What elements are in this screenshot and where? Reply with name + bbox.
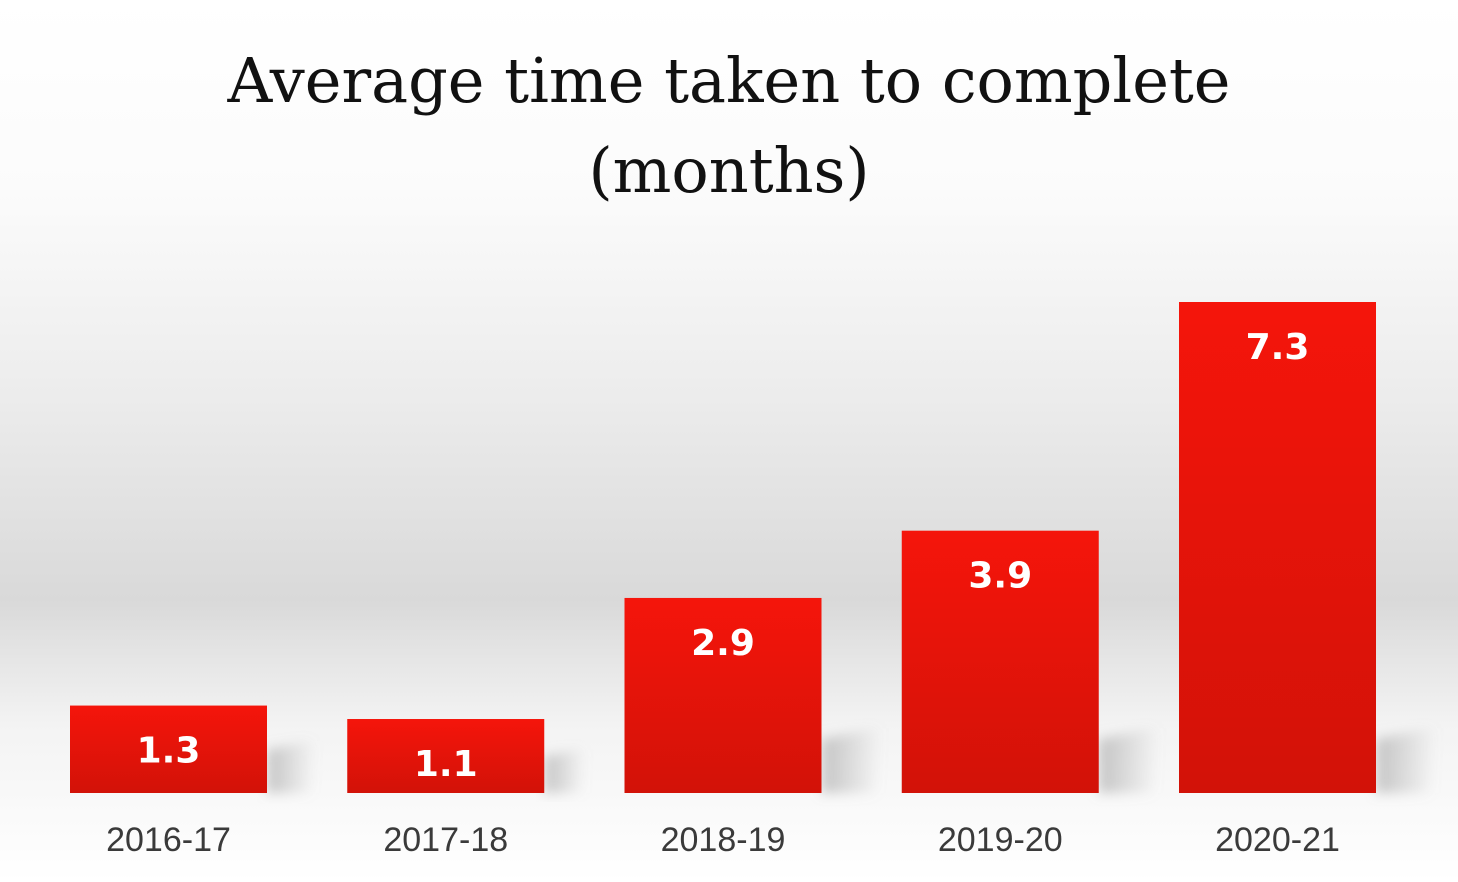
x-tick-label: 2018-19 <box>661 821 786 859</box>
x-tick-label: 2016-17 <box>106 821 231 859</box>
bars <box>70 302 1376 793</box>
bar-shadow <box>1098 727 1159 793</box>
x-tick-label: 2019-20 <box>938 821 1063 859</box>
bar-shadows <box>267 727 1436 793</box>
x-axis-tick-labels: 2016-17 2017-18 2018-19 2019-20 2020-21 <box>106 821 1340 859</box>
bar-2016-17 <box>70 705 267 793</box>
bar-shadow <box>267 740 316 793</box>
bar-2020-21 <box>1179 302 1376 793</box>
data-label: 2.9 <box>691 623 755 664</box>
bar-shadow <box>544 748 585 793</box>
bar-2018-19 <box>624 597 822 793</box>
data-label: 1.3 <box>137 731 201 772</box>
x-tick-label: 2017-18 <box>383 821 508 859</box>
bar-shadow <box>1376 727 1436 793</box>
bar-shadow <box>821 727 882 793</box>
chart-title: Average time taken to complete (months) <box>227 44 1231 207</box>
bar-2017-18 <box>347 719 545 793</box>
data-label: 1.1 <box>414 744 478 785</box>
data-label: 7.3 <box>1246 327 1310 368</box>
bar-2019-20 <box>901 530 1099 793</box>
data-labels: 1.3 1.1 2.9 3.9 7.3 <box>137 327 1310 785</box>
x-tick-label: 2020-21 <box>1215 821 1340 859</box>
data-label: 3.9 <box>968 556 1032 597</box>
